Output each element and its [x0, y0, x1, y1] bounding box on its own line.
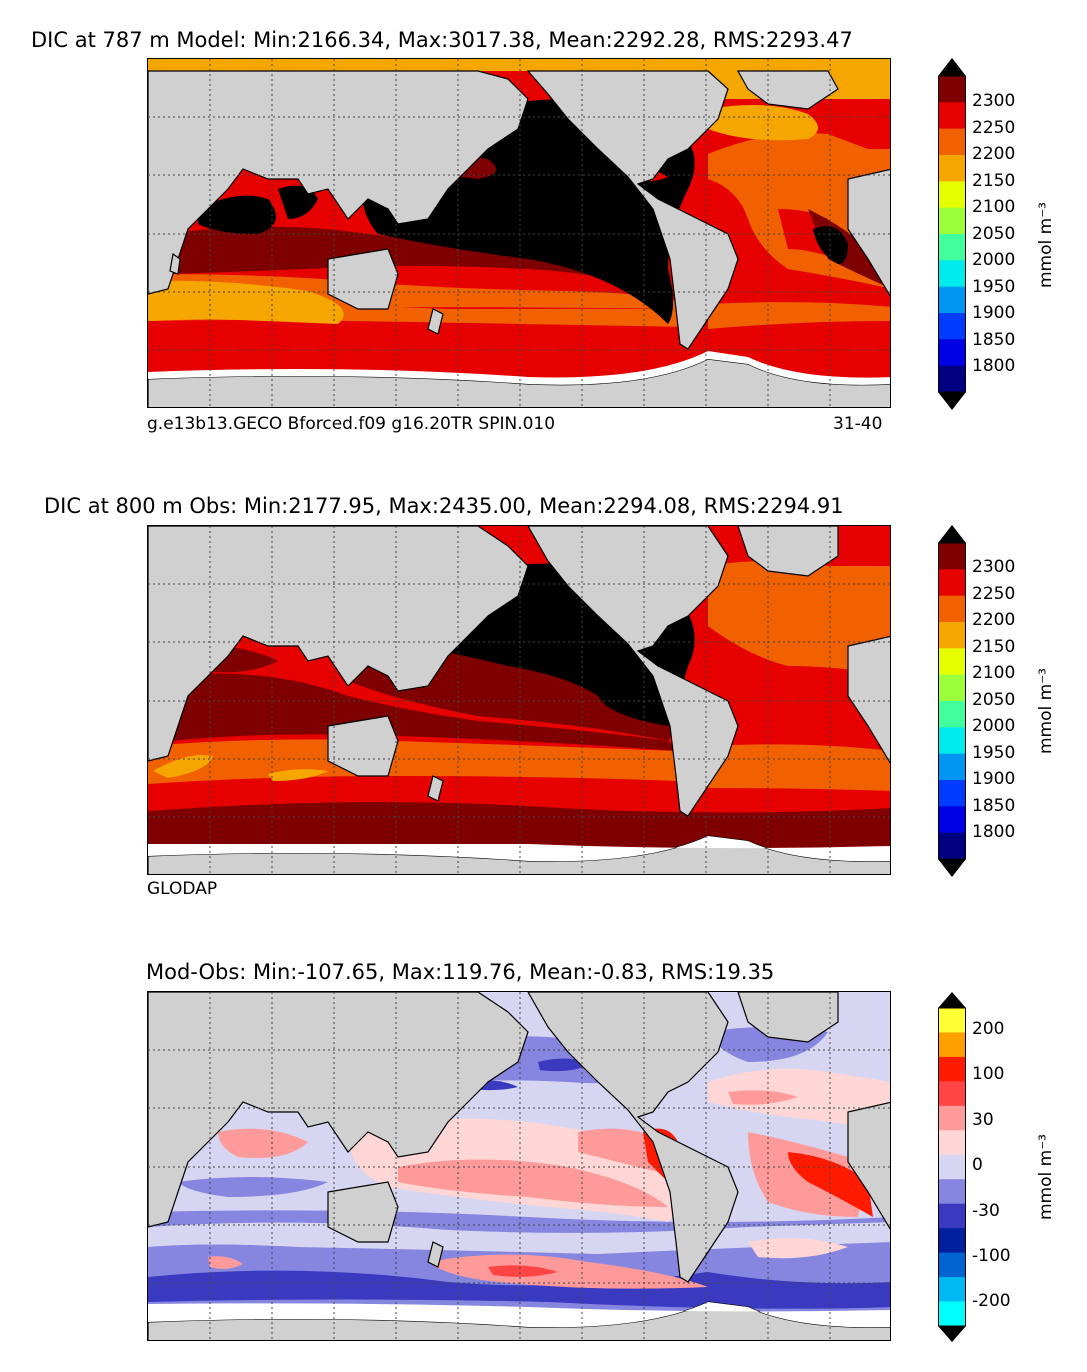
colorbar-swatch — [938, 1032, 966, 1058]
colorbar-swatch — [938, 1301, 966, 1327]
colorbar-swatch — [938, 780, 966, 807]
panel2-title: DIC at 800 m Obs: Min:2177.95, Max:2435.… — [44, 494, 844, 518]
colorbar-swatch — [938, 595, 966, 623]
panel1-colorbar-tick: 2100 — [972, 197, 1016, 217]
panel2-colorbar-tick: 2000 — [972, 716, 1016, 736]
colorbar-swatch — [938, 234, 966, 261]
panel2-colorbar-unit: mmol m⁻³ — [1036, 668, 1056, 754]
panel3-title: Mod-Obs: Min:-107.65, Max:119.76, Mean:-… — [146, 960, 775, 984]
panel2-colorbar — [938, 525, 966, 877]
panel3-colorbar-tick: -30 — [972, 1201, 1000, 1221]
panel2-colorbar-tick: 1950 — [972, 743, 1016, 763]
colorbar-swatch — [938, 207, 966, 235]
panel1-colorbar-tick: 1950 — [972, 277, 1016, 297]
colorbar-swatch — [938, 155, 966, 182]
colorbar-swatch — [938, 1056, 966, 1082]
panel3-colorbar-tick: 200 — [972, 1019, 1005, 1039]
colorbar-swatch — [938, 832, 966, 860]
colorbar-swatch — [938, 181, 966, 209]
panel3-colorbar-tick: 30 — [972, 1110, 994, 1130]
colorbar-swatch — [938, 339, 966, 367]
colorbar-swatch — [938, 543, 966, 570]
panel1-colorbar-tick: 2300 — [972, 91, 1016, 111]
colorbar-swatch — [938, 76, 966, 103]
panel1-colorbar-tick: 2000 — [972, 250, 1016, 270]
colorbar-swatch — [938, 1081, 966, 1107]
panel2-colorbar-tick: 2050 — [972, 690, 1016, 710]
colorbar-swatch — [938, 1277, 966, 1303]
colorbar-swatch — [938, 569, 966, 597]
colorbar-swatch — [938, 648, 966, 676]
panel3-colorbar-tick: 100 — [972, 1064, 1005, 1084]
colorbar-swatch — [938, 1179, 966, 1205]
panel2-colorbar-tick: 2100 — [972, 663, 1016, 683]
colorbar-swatch — [938, 286, 966, 314]
colorbar-swatch — [938, 727, 966, 755]
panel1-title: DIC at 787 m Model: Min:2166.34, Max:301… — [31, 28, 853, 52]
panel1-colorbar-tick: 1800 — [972, 356, 1016, 376]
colorbar-swatch — [938, 260, 966, 288]
colorbar-swatch — [938, 622, 966, 649]
colorbar-swatch — [938, 806, 966, 834]
panel2-footer-left: GLODAP — [147, 879, 218, 899]
panel1-colorbar-tick: 2250 — [972, 118, 1016, 138]
colorbar-swatch — [938, 674, 966, 702]
colorbar-swatch — [938, 1228, 966, 1254]
panel2-colorbar-tick: 1800 — [972, 822, 1016, 842]
panel1-footer-right: 31-40 — [833, 414, 883, 434]
panel1-colorbar-tick: 2050 — [972, 224, 1016, 244]
panel1-colorbar-tick: 2200 — [972, 144, 1016, 164]
panel2-map — [147, 525, 891, 875]
colorbar-swatch — [938, 102, 966, 130]
panel3-colorbar-tick: -200 — [972, 1291, 1011, 1311]
colorbar-swatch — [938, 313, 966, 340]
panel2-colorbar-tick: 1850 — [972, 796, 1016, 816]
panel2-colorbar-tick: 2200 — [972, 610, 1016, 630]
panel1-colorbar — [938, 58, 966, 410]
colorbar-swatch — [938, 1203, 966, 1229]
colorbar-swatch — [938, 128, 966, 156]
panel1-colorbar-tick: 2150 — [972, 171, 1016, 191]
colorbar-swatch — [938, 1154, 966, 1180]
panel1-colorbar-tick: 1900 — [972, 303, 1016, 323]
panel3-map — [147, 991, 891, 1341]
colorbar-swatch — [938, 701, 966, 728]
panel3-colorbar-tick: 0 — [972, 1155, 983, 1175]
panel2-colorbar-tick: 2250 — [972, 584, 1016, 604]
colorbar-swatch — [938, 1105, 966, 1131]
panel1-colorbar-unit: mmol m⁻³ — [1036, 202, 1056, 288]
panel1-footer-left: g.e13b13.GECO Bforced.f09 g16.20TR SPIN.… — [147, 414, 556, 434]
panel1-map — [147, 58, 891, 408]
panel2-colorbar-tick: 2300 — [972, 557, 1016, 577]
colorbar-swatch — [938, 365, 966, 393]
colorbar-swatch — [938, 1252, 966, 1278]
panel3-colorbar-unit: mmol m⁻³ — [1036, 1134, 1056, 1220]
panel3-colorbar — [938, 992, 966, 1342]
panel2-colorbar-tick: 1900 — [972, 769, 1016, 789]
panel1-colorbar-tick: 1850 — [972, 330, 1016, 350]
colorbar-swatch — [938, 1008, 966, 1033]
panel2-colorbar-tick: 2150 — [972, 637, 1016, 657]
colorbar-swatch — [938, 1130, 966, 1156]
colorbar-swatch — [938, 753, 966, 781]
panel3-colorbar-tick: -100 — [972, 1246, 1011, 1266]
